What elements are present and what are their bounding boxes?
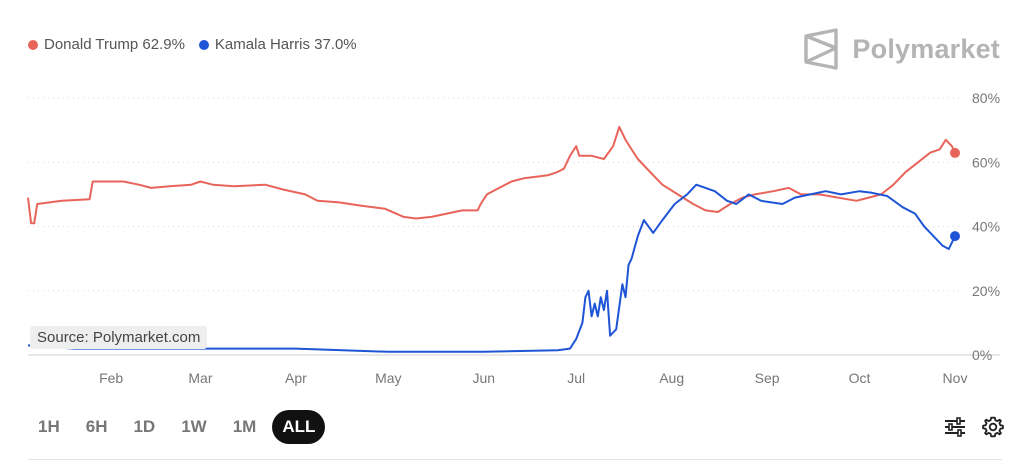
x-tick-label: Sep [755,370,780,386]
y-tick-label: 40% [972,219,1000,235]
x-tick-label: Jun [473,370,496,386]
x-tick-label: May [375,370,401,386]
timeframe-6h-button[interactable]: 6H [85,417,108,436]
legend-label-trump: Donald Trump 62.9% [44,36,185,53]
timeframe-1d-button[interactable]: 1D [133,417,156,436]
gear-icon[interactable] [982,416,1004,438]
y-tick-label: 0% [972,347,992,363]
series-line-trump [27,125,956,225]
x-tick-label: Oct [849,370,871,386]
legend-item-trump: Donald Trump 62.9% [28,36,185,53]
x-tick-label: Aug [659,370,684,386]
y-tick-label: 80% [972,90,1000,106]
x-tick-label: Nov [943,370,968,386]
legend-dot-trump [28,39,38,50]
chart-tools [944,416,1004,438]
x-tick-label: Feb [99,370,123,386]
timeframe-selector: 1H 6H 1D 1W 1M ALL [28,410,326,444]
timeframe-all-button[interactable]: ALL [272,410,326,444]
source-label: Source: Polymarket.com [30,326,208,349]
series-end-dot-trump [950,147,960,158]
legend-label-harris: Kamala Harris 37.0% [214,36,357,53]
series-end-dot-harris [950,231,960,242]
timeframe-1h-button[interactable]: 1H [38,417,60,436]
x-tick-label: Jul [567,370,585,386]
legend-dot-harris [198,39,209,50]
polymarket-logo-icon [804,28,839,70]
brand-name: Polymarket [852,33,1000,64]
legend-item-harris: Kamala Harris 37.0% [198,36,357,53]
timeframe-1m-button[interactable]: 1M [232,417,257,436]
sliders-icon[interactable] [944,417,966,437]
x-tick-label: Mar [188,370,212,386]
chart-legend: Donald Trump 62.9% Kamala Harris 37.0% [28,36,357,53]
y-tick-label: 20% [972,283,1000,299]
timeframe-1w-button[interactable]: 1W [181,417,207,436]
x-tick-label: Apr [285,370,307,386]
brand: Polymarket [802,28,1000,70]
y-tick-label: 60% [972,154,1000,170]
price-chart[interactable]: 80% 60% 40% 20% 0% Feb Mar Apr May Jun Jul Aug Sep Oc… [0,0,1030,400]
series-line-harris [27,183,956,353]
